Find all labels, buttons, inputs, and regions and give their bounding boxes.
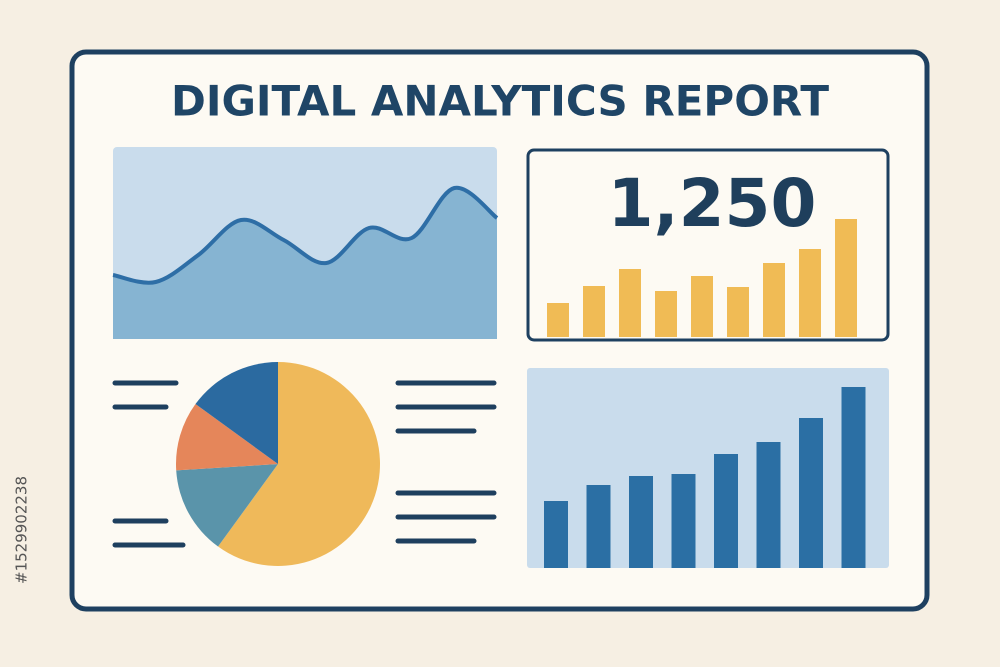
- pie-slice: [176, 404, 278, 471]
- pie-slice: [176, 464, 278, 547]
- pie-slice: [218, 362, 381, 566]
- kpi-value: 1,250: [608, 165, 817, 242]
- kpi-bar: [691, 276, 713, 337]
- bar: [544, 501, 568, 568]
- bar: [671, 474, 696, 568]
- kpi-bar: [619, 269, 641, 337]
- kpi-bar: [727, 287, 749, 337]
- bar: [756, 442, 781, 568]
- pie-slice: [195, 362, 278, 464]
- report-title: DIGITAL ANALYTICS REPORT: [171, 77, 829, 126]
- kpi-bar: [655, 291, 677, 337]
- bar-panel: [527, 368, 889, 568]
- bar: [714, 454, 738, 568]
- kpi-bar: [835, 219, 857, 337]
- legend-lines: [112, 380, 497, 548]
- area-line: [112, 185, 499, 285]
- kpi-bar: [799, 249, 821, 337]
- bar: [841, 387, 866, 568]
- bar: [586, 485, 611, 568]
- kpi-bar: [763, 263, 785, 337]
- area-fill: [113, 187, 497, 339]
- kpi-bar: [583, 286, 605, 337]
- bar: [629, 476, 653, 568]
- side-id: #1529902238: [13, 476, 31, 584]
- kpi-bar: [547, 303, 569, 337]
- bar: [799, 418, 823, 568]
- kpi-panel: [526, 148, 890, 342]
